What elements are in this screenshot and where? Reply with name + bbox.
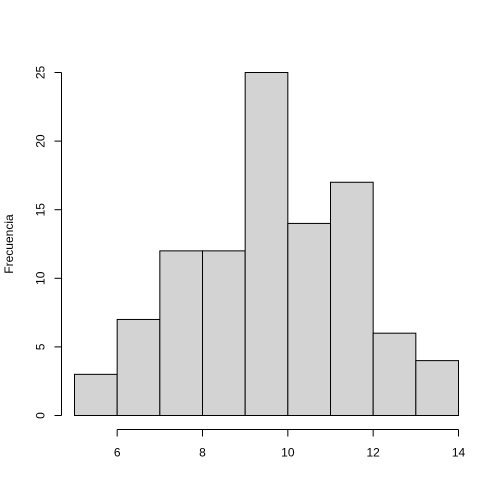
histogram-bar-9 xyxy=(415,360,460,416)
histogram-bar-1 xyxy=(74,373,118,416)
histogram-bar-7 xyxy=(330,181,374,416)
histogram-bar-8 xyxy=(372,332,417,416)
x-tick-label: 14 xyxy=(452,446,466,460)
y-axis-title: Frecuencia xyxy=(2,214,16,274)
histogram-bar-3 xyxy=(159,250,203,416)
y-tick-label: 0 xyxy=(34,412,48,419)
histogram-bars xyxy=(74,72,460,416)
histogram-bar-2 xyxy=(116,318,161,416)
y-tick-label: 20 xyxy=(34,134,48,148)
y-axis: 0 5 10 15 20 25 xyxy=(34,66,62,419)
y-tick-label: 25 xyxy=(34,66,48,80)
x-tick-label: 6 xyxy=(114,446,121,460)
y-tick-label: 10 xyxy=(34,271,48,285)
x-tick-label: 10 xyxy=(281,446,295,460)
x-tick-label: 12 xyxy=(366,446,380,460)
x-tick-label: 8 xyxy=(199,446,206,460)
x-axis: 6 8 10 12 14 xyxy=(114,429,466,460)
histogram-bar-6 xyxy=(287,222,332,416)
histogram-bar-5 xyxy=(244,72,289,416)
y-tick-label: 5 xyxy=(34,343,48,350)
y-tick-label: 15 xyxy=(34,203,48,217)
histogram-bar-4 xyxy=(202,250,246,416)
